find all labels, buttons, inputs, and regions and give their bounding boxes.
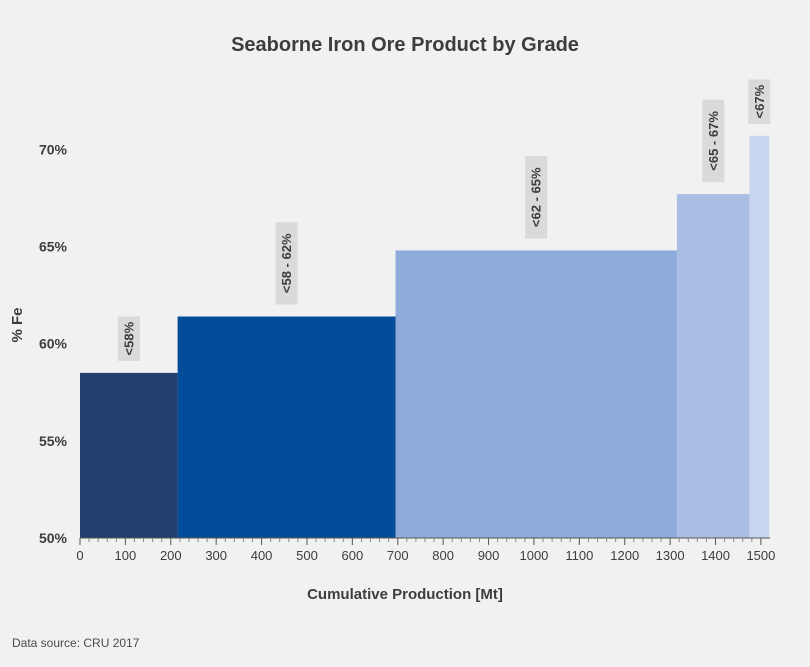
x-tick-label: 700 xyxy=(387,548,409,563)
y-tick-label: 60% xyxy=(39,336,68,352)
x-tick-label: 300 xyxy=(205,548,227,563)
bar-3 xyxy=(676,194,750,538)
x-tick-label: 1500 xyxy=(746,548,775,563)
x-tick-label: 1400 xyxy=(701,548,730,563)
band-labels-group: <58% <58 - 62% <62 - 65% <65 - 67% <67% xyxy=(117,79,771,361)
band-label-1: <58 - 62% xyxy=(275,222,298,305)
x-tick-label: 100 xyxy=(115,548,137,563)
band-label-box xyxy=(117,316,140,361)
x-tick-label: 1200 xyxy=(610,548,639,563)
bar-2 xyxy=(395,250,677,538)
x-tick-label: 800 xyxy=(432,548,454,563)
band-label-text: <62 - 65% xyxy=(529,167,544,227)
x-tick-label: 900 xyxy=(478,548,500,563)
band-label-box xyxy=(748,79,771,124)
x-tick-label: 1300 xyxy=(656,548,685,563)
x-tick-label: 0 xyxy=(76,548,83,563)
x-tick-label: 600 xyxy=(342,548,364,563)
band-label-box xyxy=(525,156,548,239)
band-label-2: <62 - 65% xyxy=(525,156,548,239)
y-axis-label: % Fe xyxy=(9,307,26,342)
bars-group xyxy=(80,135,770,539)
x-axis-label: Cumulative Production [Mt] xyxy=(307,586,503,603)
chart-title: Seaborne Iron Ore Product by Grade xyxy=(231,34,579,56)
band-label-0: <58% xyxy=(117,316,140,361)
band-label-text: <58 - 62% xyxy=(279,233,294,293)
bar-4 xyxy=(749,135,770,539)
band-label-text: <65 - 67% xyxy=(706,111,721,171)
y-tick-label: 55% xyxy=(39,433,68,449)
x-tick-label: 1000 xyxy=(519,548,548,563)
band-label-text: <67% xyxy=(752,84,767,118)
band-label-4: <67% xyxy=(748,79,771,124)
x-tick-label: 200 xyxy=(160,548,182,563)
band-label-3: <65 - 67% xyxy=(702,99,725,183)
band-label-box xyxy=(275,222,298,305)
y-tick-label: 65% xyxy=(39,239,68,255)
y-tick-label: 50% xyxy=(39,530,68,546)
data-source-note: Data source: CRU 2017 xyxy=(12,636,140,650)
y-tick-label: 70% xyxy=(39,141,68,157)
band-label-text: <58% xyxy=(121,321,136,355)
y-axis-ticks: 50% 55% 60% 65% 70% xyxy=(39,141,68,546)
bar-1 xyxy=(177,316,396,538)
bar-0 xyxy=(80,372,178,538)
x-tick-label: 400 xyxy=(251,548,273,563)
x-axis-ticks: 0 100 200 300 400 500 600 700 800 900 1000 1100 1200… xyxy=(76,538,775,563)
x-tick-label: 1100 xyxy=(565,548,593,563)
x-tick-label: 500 xyxy=(296,548,318,563)
band-label-box xyxy=(702,99,725,183)
